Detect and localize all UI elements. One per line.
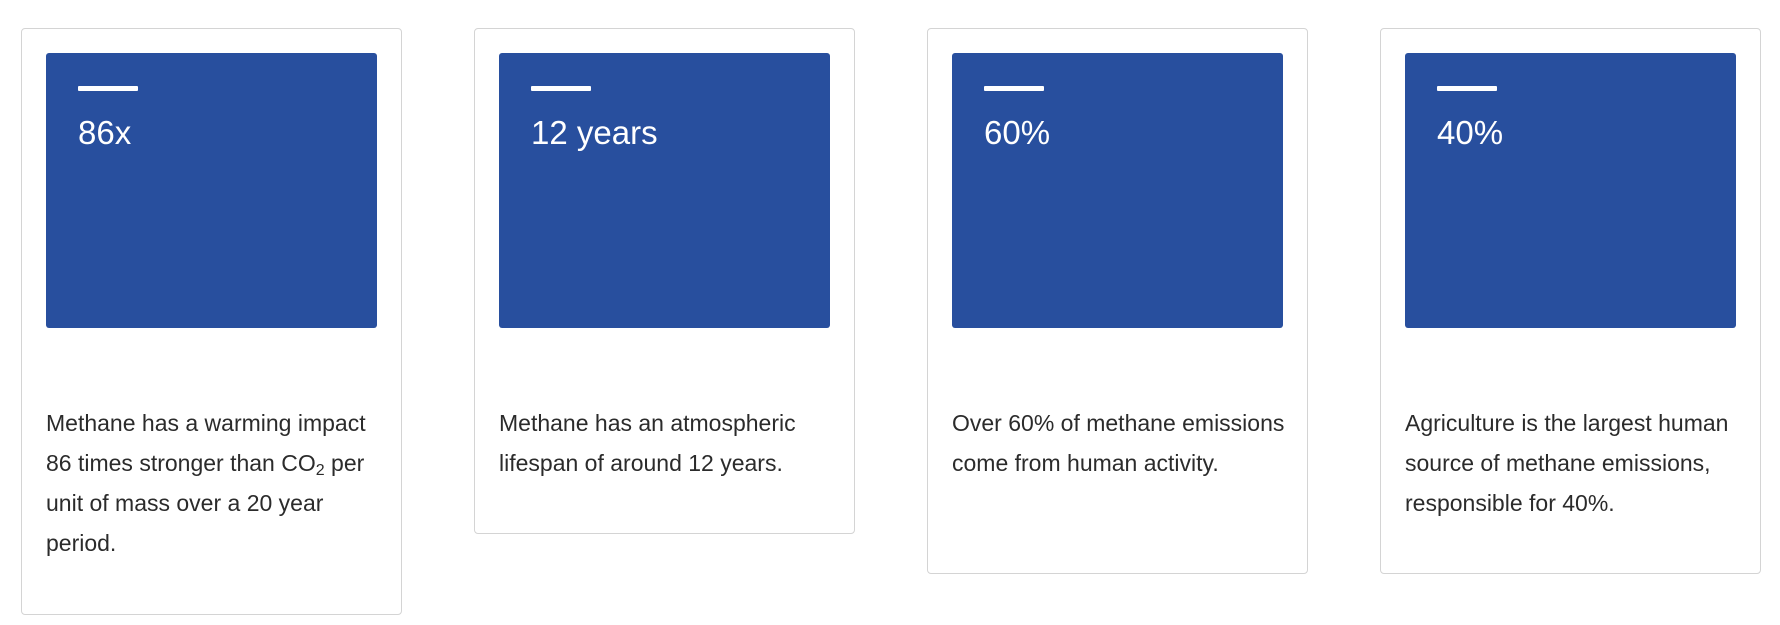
accent-rule [1437, 86, 1497, 91]
stat-description: Methane has a warming impact 86 times st… [46, 403, 381, 563]
stat-value: 40% [1437, 114, 1504, 151]
stat-card: 12 years Methane has an atmospheric life… [474, 28, 855, 534]
stat-value: 86x [78, 114, 132, 151]
stat-card: 60% Over 60% of methane emissions come f… [927, 28, 1308, 574]
description-text: Methane has a warming impact 86 times st… [46, 410, 366, 476]
description-text-continued: per unit of mass over a 20 year period. [46, 450, 365, 556]
description-text: Over 60% of methane emissions come from … [952, 410, 1285, 476]
stat-description: Over 60% of methane emissions come from … [952, 403, 1287, 483]
accent-rule [984, 86, 1044, 91]
subscript-text: 2 [315, 462, 325, 479]
description-text: Agriculture is the largest human source … [1405, 410, 1729, 516]
stat-highlight-box: 40% [1405, 53, 1736, 328]
stat-card: 40% Agriculture is the largest human sou… [1380, 28, 1761, 574]
stat-description: Agriculture is the largest human source … [1405, 403, 1740, 523]
stat-card: 86x Methane has a warming impact 86 time… [21, 28, 402, 615]
stat-highlight-box: 12 years [499, 53, 830, 328]
stat-highlight-box: 60% [952, 53, 1283, 328]
stat-description: Methane has an atmospheric lifespan of a… [499, 403, 834, 483]
stat-highlight-box: 86x [46, 53, 377, 328]
accent-rule [531, 86, 591, 91]
stat-value: 12 years [531, 114, 658, 151]
accent-rule [78, 86, 138, 91]
stat-value: 60% [984, 114, 1051, 151]
description-text: Methane has an atmospheric lifespan of a… [499, 410, 796, 476]
